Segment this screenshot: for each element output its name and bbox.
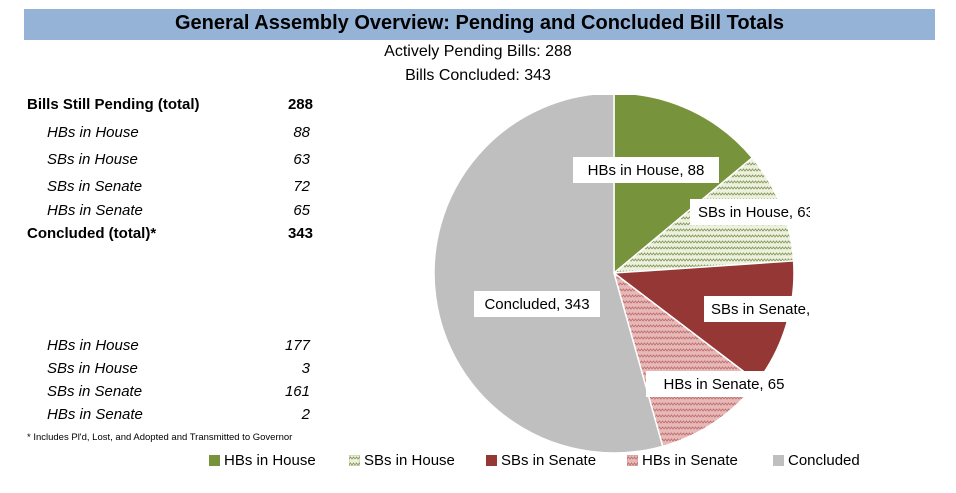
legend-item-hbs-senate: HBs in Senate xyxy=(626,452,738,469)
concluded-row-value: 2 xyxy=(301,406,310,423)
concluded-row-label: HBs in Senate xyxy=(47,406,143,423)
chart-title: General Assembly Overview: Pending and C… xyxy=(174,12,785,34)
pending-row-label: SBs in Senate xyxy=(47,178,143,195)
subtitle-pending: Actively Pending Bills: 288 xyxy=(384,43,572,60)
data-label: HBs in House, 88 xyxy=(588,162,705,179)
legend-swatch xyxy=(348,454,361,466)
slice-hbs-in-house xyxy=(613,95,754,275)
data-label: Concluded, 343 xyxy=(484,296,589,313)
concluded-row-label: SBs in Senate xyxy=(47,383,143,400)
data-label-box xyxy=(646,371,802,397)
subtitle-concluded: Bills Concluded: 343 xyxy=(405,67,551,84)
legend-item-concluded: Concluded xyxy=(773,452,860,469)
data-label-box xyxy=(573,157,719,183)
data-label: SBs in House, 63 xyxy=(698,204,810,221)
concluded-row-value: 3 xyxy=(301,360,310,377)
data-label-box xyxy=(474,291,600,317)
concluded-row-value: 177 xyxy=(284,337,310,354)
title-bar: General Assembly Overview: Pending and C… xyxy=(24,9,935,40)
legend: HBs in House SBs in House SBs in Senate … xyxy=(0,452,956,474)
legend-swatch xyxy=(486,454,497,466)
concluded-total-label: Concluded (total)* xyxy=(27,225,157,242)
concluded-total-value: 343 xyxy=(287,225,313,242)
pending-row-value: 88 xyxy=(293,124,310,141)
data-label: SBs in Senate, 72 xyxy=(711,301,810,318)
legend-swatch xyxy=(626,454,639,466)
pending-row-value: 65 xyxy=(293,202,310,219)
footnote: * Includes Pl'd, Lost, and Adopted and T… xyxy=(27,432,293,443)
concluded-row-value: 161 xyxy=(284,383,310,400)
pending-row-value: 72 xyxy=(293,178,310,195)
data-label: HBs in Senate, 65 xyxy=(664,376,785,393)
legend-item-sbs-house: SBs in House xyxy=(348,452,455,469)
legend-swatch xyxy=(209,454,220,466)
pie-chart: HBs in House, 88 SBs in House, 63 SBs in S… xyxy=(433,95,810,454)
pending-row-label: HBs in House xyxy=(47,124,139,141)
legend-swatch xyxy=(773,454,784,466)
pending-row-value: 63 xyxy=(293,151,310,168)
pending-total-value: 288 xyxy=(287,96,313,113)
pending-total-label: Bills Still Pending (total) xyxy=(27,96,200,113)
concluded-row-label: HBs in House xyxy=(47,337,139,354)
data-label-box xyxy=(690,199,810,225)
pending-row-label: HBs in Senate xyxy=(47,202,143,219)
data-label-box xyxy=(704,296,810,322)
legend-item-hbs-house: HBs in House xyxy=(209,452,316,469)
slice-concluded xyxy=(433,95,664,454)
concluded-row-label: SBs in House xyxy=(47,360,138,377)
legend-item-sbs-senate: SBs in Senate xyxy=(486,452,596,469)
pending-row-label: SBs in House xyxy=(47,151,138,168)
